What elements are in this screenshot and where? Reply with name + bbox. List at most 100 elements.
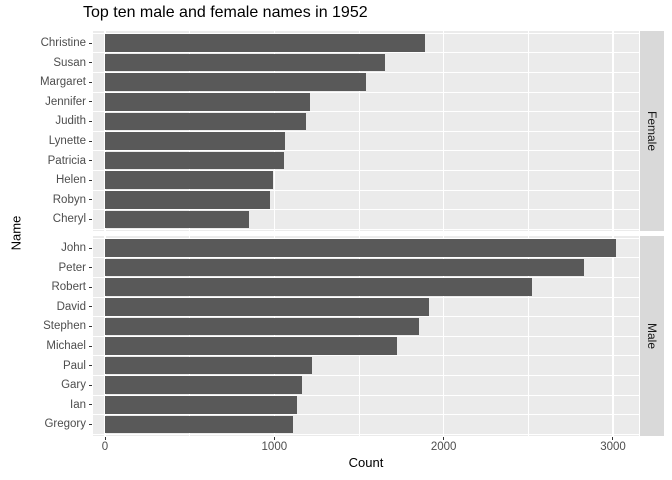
gridline-major [442,31,445,231]
bar-ian [105,396,298,414]
gridline-row [93,296,639,298]
bar-david [105,298,430,316]
bar-robert [105,278,532,296]
y-axis-tick [88,179,92,181]
y-tick-label-michael: Michael [46,340,86,352]
bar-peter [105,258,585,277]
bar-lynette [105,132,285,150]
strip-label-female: Female [645,110,659,152]
y-axis-tick [88,120,92,122]
gridline-minor [527,236,529,436]
gridline-minor [527,31,529,231]
y-tick-label-stephen: Stephen [43,320,86,333]
x-axis-tick [104,436,106,440]
bar-paul [105,356,312,375]
x-tick-label: 3000 [600,441,626,453]
y-tick-label-jennifer: Jennifer [45,95,86,108]
gridline-row [93,91,639,93]
y-axis-tick [88,384,92,386]
x-axis-tick [612,436,614,440]
x-axis-tick [443,436,445,440]
gridline-row [93,228,639,230]
gridline-row [93,414,639,416]
gridline-row [93,374,639,376]
y-axis-tick [88,365,92,367]
gridline-row [93,237,639,239]
y-tick-label-gregory: Gregory [44,418,86,431]
facet-strip-female: Female [640,31,664,231]
y-tick-label-judith: Judith [55,115,86,128]
bar-patricia [105,151,284,170]
y-axis-tick [88,404,92,406]
gridline-row [93,209,639,211]
y-tick-label-robyn: Robyn [52,193,86,206]
y-tick-label-john: John [61,242,86,254]
y-tick-label-lynette: Lynette [48,135,86,147]
y-axis-tick [88,286,92,288]
y-axis-tick [88,140,92,142]
y-tick-label-margaret: Margaret [39,76,86,89]
panel-female [93,31,639,231]
x-tick-label: 2000 [430,441,457,453]
x-axis-tick [273,436,275,440]
facet-strip-male: Male [640,236,664,436]
y-tick-label-cheryl: Cheryl [52,213,86,226]
bar-jennifer [105,93,310,111]
y-axis-tick [88,199,92,201]
x-tick-label: 0 [101,441,109,453]
x-tick-label: 1000 [261,441,288,453]
chart-title: Top ten male and female names in 1952 [83,4,368,21]
gridline-row [93,276,639,278]
bar-john [105,239,617,257]
gridline-row [93,130,639,132]
gridline-row [93,433,639,435]
y-tick-label-peter: Peter [58,261,87,274]
y-tick-label-susan: Susan [53,56,86,69]
strip-label-male: Male [645,322,659,350]
x-axis-title-text: Count [348,455,384,470]
y-tick-label-ian: Ian [70,398,86,411]
gridline-major [612,236,614,436]
bar-christine [105,34,426,52]
gridline-row [93,52,639,54]
y-tick-label-paul: Paul [62,359,86,372]
bar-susan [105,53,386,72]
gridline-row [93,316,639,318]
gridline-row [93,335,639,337]
bar-stephen [105,317,420,336]
gridline-row [93,150,639,152]
gridline-row [93,169,639,171]
y-axis-tick [88,101,92,103]
gridline-minor [358,236,360,436]
y-tick-label-helen: Helen [55,174,86,187]
gridline-major [273,31,276,231]
gridline-major [104,236,106,436]
bar-robyn [105,191,271,209]
gridline-row [93,257,639,259]
bar-helen [105,171,273,189]
bar-judith [105,112,307,131]
y-axis-tick [88,345,92,347]
y-axis-tick [88,423,92,425]
y-tick-label-gary: Gary [61,379,86,392]
y-tick-label-patricia: Patricia [47,154,86,167]
y-axis-tick [88,160,92,162]
y-axis-tick [88,42,92,44]
gridline-row [93,355,639,357]
gridline-row [93,189,639,191]
gridline-row [93,32,639,34]
gridline-major [273,236,276,436]
gridline-minor [189,31,191,231]
gridline-row [93,111,639,113]
gridline-minor [358,31,360,231]
y-axis-tick [88,247,92,249]
bar-cheryl [105,210,249,229]
gridline-major [442,236,445,436]
y-axis-tick [88,81,92,83]
gridline-row [93,71,639,73]
y-axis-tick [88,218,92,220]
bar-margaret [105,73,366,91]
y-axis-tick [88,62,92,64]
gridline-major [104,31,106,231]
